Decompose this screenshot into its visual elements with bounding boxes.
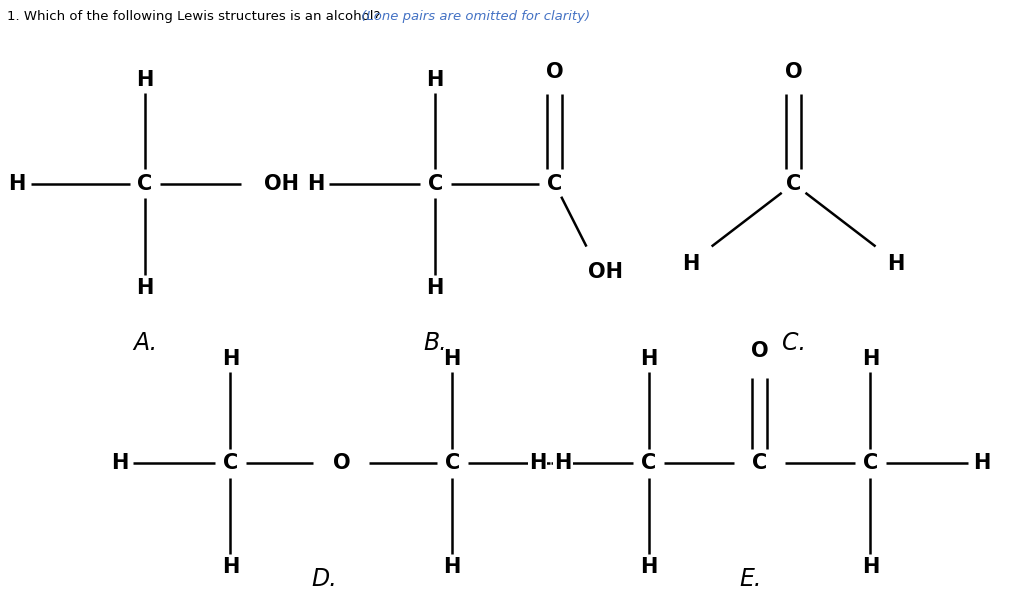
Text: O: O <box>333 453 350 473</box>
Text: C: C <box>223 453 238 473</box>
Text: (Lone pairs are omitted for clarity): (Lone pairs are omitted for clarity) <box>357 10 590 23</box>
Text: A.: A. <box>133 331 157 355</box>
Text: H: H <box>111 453 128 473</box>
Text: OH: OH <box>589 262 624 282</box>
Text: O: O <box>546 62 563 82</box>
Text: C: C <box>786 174 801 193</box>
Text: H: H <box>8 174 26 193</box>
Text: OH: OH <box>264 174 299 193</box>
Text: H: H <box>427 277 443 298</box>
Text: O: O <box>751 341 768 361</box>
Text: H: H <box>862 557 879 577</box>
Text: H: H <box>136 70 154 90</box>
Text: C: C <box>137 174 153 193</box>
Text: H: H <box>555 453 571 473</box>
Text: H: H <box>443 349 461 370</box>
Text: H: H <box>222 349 239 370</box>
Text: B.: B. <box>423 331 447 355</box>
Text: C: C <box>547 174 562 193</box>
Text: C: C <box>752 453 767 473</box>
Text: C: C <box>863 453 878 473</box>
Text: H: H <box>683 253 699 274</box>
Text: H: H <box>640 349 657 370</box>
Text: H: H <box>973 453 990 473</box>
Text: H: H <box>888 253 904 274</box>
Text: D.: D. <box>311 567 337 591</box>
Text: H: H <box>307 174 325 193</box>
Text: H: H <box>427 70 443 90</box>
Text: 1. Which of the following Lewis structures is an alcohol?: 1. Which of the following Lewis structur… <box>7 10 380 23</box>
Text: C: C <box>641 453 656 473</box>
Text: H: H <box>640 557 657 577</box>
Text: E.: E. <box>739 567 762 591</box>
Text: H: H <box>136 277 154 298</box>
Text: H: H <box>222 557 239 577</box>
Text: H: H <box>529 453 546 473</box>
Text: H: H <box>443 557 461 577</box>
Text: C.: C. <box>781 331 806 355</box>
Text: C: C <box>428 174 442 193</box>
Text: H: H <box>862 349 879 370</box>
Text: C: C <box>444 453 460 473</box>
Text: O: O <box>784 62 803 82</box>
